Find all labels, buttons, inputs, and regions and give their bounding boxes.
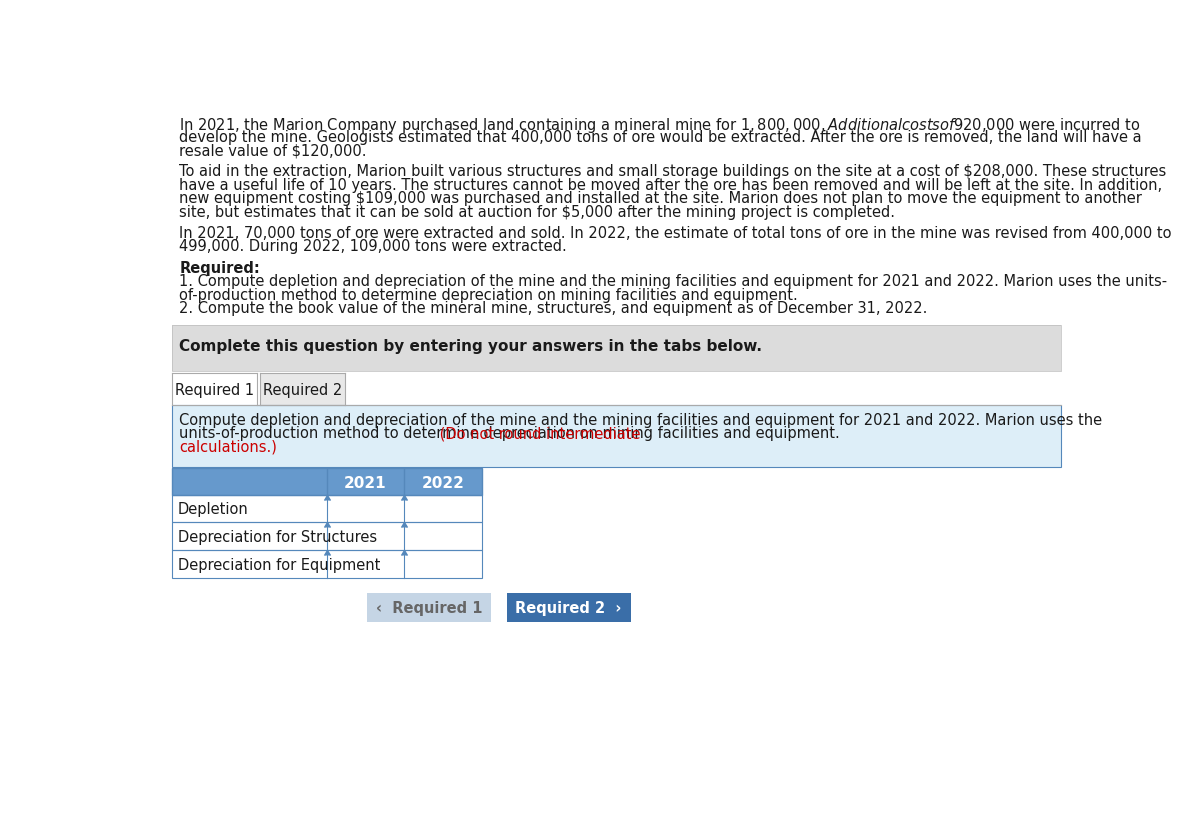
Text: ‹  Required 1: ‹ Required 1 — [376, 601, 482, 616]
Bar — [367, 593, 491, 623]
Text: 2022: 2022 — [421, 476, 464, 491]
Bar — [172, 325, 1061, 371]
Text: 2021: 2021 — [344, 476, 386, 491]
Bar — [172, 468, 481, 495]
Text: Depreciation for Equipment: Depreciation for Equipment — [178, 557, 380, 573]
Text: Depreciation for Structures: Depreciation for Structures — [178, 530, 377, 545]
Text: site, but estimates that it can be sold at auction for $5,000 after the mining p: site, but estimates that it can be sold … — [180, 205, 895, 220]
Text: Depletion: Depletion — [178, 502, 248, 518]
Bar — [172, 495, 481, 523]
Bar — [172, 495, 481, 523]
Text: Complete this question by entering your answers in the tabs below.: Complete this question by entering your … — [180, 339, 762, 354]
Text: Required:: Required: — [180, 261, 260, 275]
Text: calculations.): calculations.) — [180, 440, 277, 455]
Bar — [260, 373, 346, 405]
Bar — [172, 373, 257, 405]
Text: Required 2: Required 2 — [263, 383, 342, 398]
Text: (Do not round intermediate: (Do not round intermediate — [436, 427, 641, 442]
Text: 2. Compute the book value of the mineral mine, structures, and equipment as of D: 2. Compute the book value of the mineral… — [180, 301, 928, 316]
Bar — [506, 593, 630, 623]
Text: Required 2  ›: Required 2 › — [515, 601, 622, 616]
Text: 499,000. During 2022, 109,000 tons were extracted.: 499,000. During 2022, 109,000 tons were … — [180, 239, 568, 255]
Bar — [172, 550, 481, 578]
Bar — [172, 523, 481, 550]
Text: of-production method to determine depreciation on mining facilities and equipmen: of-production method to determine deprec… — [180, 288, 798, 303]
Bar — [172, 405, 1061, 467]
Bar — [172, 325, 1061, 371]
Bar — [172, 468, 481, 495]
Text: 1. Compute depletion and depreciation of the mine and the mining facilities and : 1. Compute depletion and depreciation of… — [180, 274, 1168, 289]
Text: In 2021, the Marion Company purchased land containing a mineral mine for $1,800,: In 2021, the Marion Company purchased la… — [180, 116, 1141, 135]
Bar — [172, 550, 481, 578]
Text: units-of-production method to determine depreciation on mining facilities and eq: units-of-production method to determine … — [180, 427, 840, 442]
Text: resale value of $120,000.: resale value of $120,000. — [180, 143, 367, 158]
Text: new equipment costing $109,000 was purchased and installed at the site. Marion d: new equipment costing $109,000 was purch… — [180, 191, 1142, 206]
Text: Required 1: Required 1 — [175, 383, 254, 398]
Text: develop the mine. Geologists estimated that 400,000 tons of ore would be extract: develop the mine. Geologists estimated t… — [180, 130, 1142, 145]
Text: have a useful life of 10 years. The structures cannot be moved after the ore has: have a useful life of 10 years. The stru… — [180, 178, 1163, 193]
Bar — [172, 405, 1061, 467]
Text: To aid in the extraction, Marion built various structures and small storage buil: To aid in the extraction, Marion built v… — [180, 165, 1166, 179]
Bar — [172, 523, 481, 550]
Text: Compute depletion and depreciation of the mine and the mining facilities and equ: Compute depletion and depreciation of th… — [180, 413, 1103, 428]
Text: In 2021, 70,000 tons of ore were extracted and sold. In 2022, the estimate of to: In 2021, 70,000 tons of ore were extract… — [180, 226, 1172, 241]
